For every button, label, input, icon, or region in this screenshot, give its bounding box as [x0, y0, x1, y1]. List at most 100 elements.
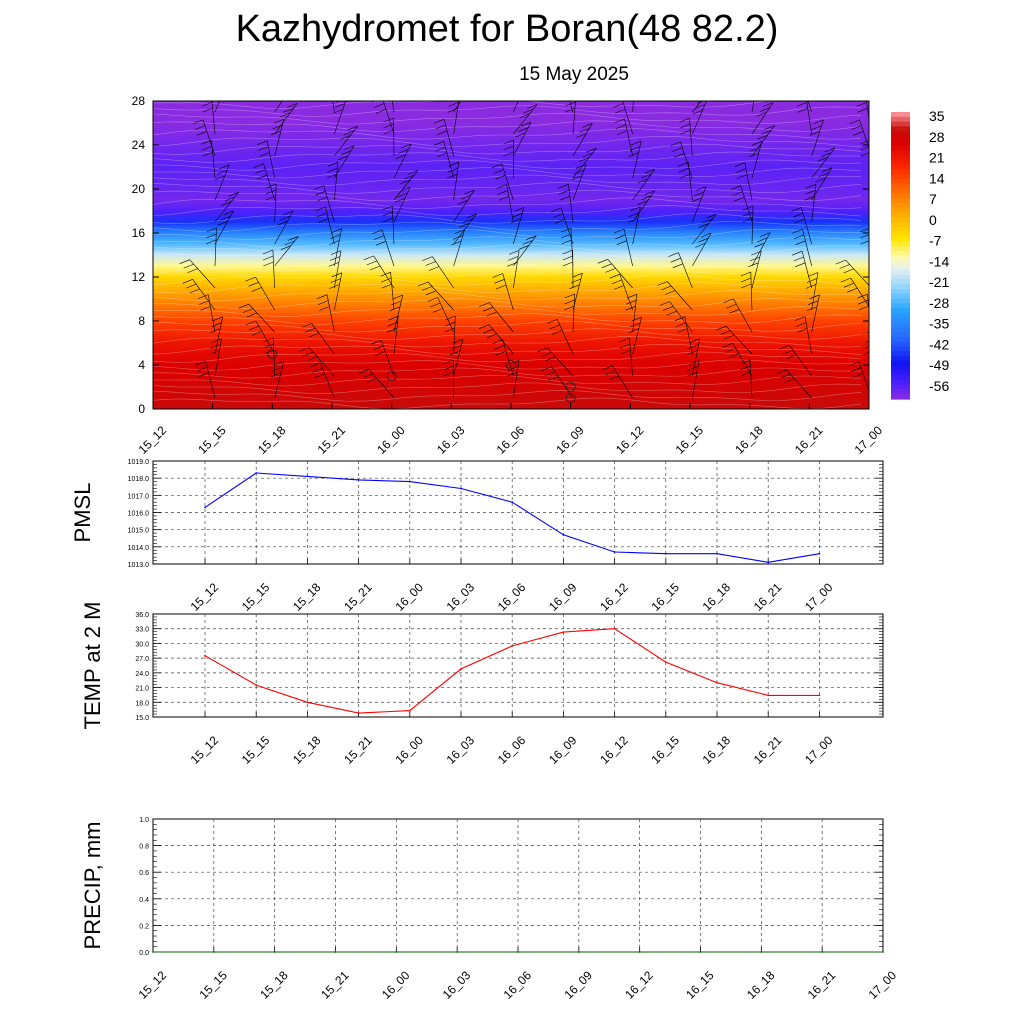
wind-barb-flag — [852, 373, 864, 378]
heatmap-y-tick-label: 24 — [132, 138, 146, 152]
wind-barb-flag — [806, 278, 818, 283]
wind-barb-flag — [680, 129, 691, 135]
wind-barb-flag — [383, 129, 394, 135]
x-tick-label: 16_06 — [495, 580, 529, 614]
wind-barb-flag — [917, 250, 927, 254]
wind-barb-flag — [615, 124, 627, 129]
wind-barb-flag — [206, 233, 217, 239]
wind-barb-flag — [918, 262, 928, 266]
wind-barb — [859, 119, 869, 150]
wind-barb — [334, 101, 347, 135]
wind-barb-flag — [626, 299, 637, 305]
contour-line — [153, 128, 862, 140]
wind-barb — [632, 317, 642, 355]
y-tick-label: 18.0 — [135, 700, 149, 707]
wind-barb-flag — [425, 290, 437, 296]
wind-barb-flag — [691, 197, 702, 203]
x-tick-label: 16_21 — [751, 580, 785, 614]
wind-barb-flag — [340, 150, 352, 155]
wind-barb-flag — [433, 118, 445, 124]
data-point — [664, 552, 667, 555]
wind-barb-flag — [316, 212, 328, 218]
colorbar-swatch — [891, 365, 910, 371]
wind-barb-flag — [256, 174, 268, 180]
wind-barb-flag — [805, 189, 816, 195]
wind-barb-flag — [839, 264, 850, 269]
wind-barb — [871, 338, 876, 376]
wind-barb-flag — [609, 273, 620, 279]
wind-barb — [845, 259, 869, 286]
colorbar-swatch — [891, 394, 910, 400]
wind-barb-flag — [694, 104, 706, 109]
data-point — [517, 951, 519, 953]
wind-barb-flag — [562, 255, 573, 261]
heatmap-x-tick-label: 16_15 — [673, 423, 707, 457]
wind-barb-flag — [764, 125, 775, 130]
wind-barb-flag — [792, 212, 804, 218]
wind-barb-flag — [314, 373, 325, 379]
wind-barb-flag — [397, 192, 408, 198]
wind-barb-flag — [373, 345, 384, 351]
wind-barb-flag — [813, 119, 824, 125]
wind-barb-flag — [757, 134, 768, 140]
wind-barb-flag — [625, 74, 635, 78]
wind-barb — [501, 163, 514, 201]
data-point — [821, 951, 824, 953]
wind-barb-flag — [458, 90, 468, 94]
heatmap-x-tick-label: 15_12 — [136, 423, 170, 457]
y-tick-label: 15.0 — [135, 715, 149, 722]
wind-barb-flag — [870, 317, 880, 321]
y-tick-label: 1013.0 — [128, 562, 150, 569]
colorbar-swatch — [891, 274, 910, 281]
wind-barb-flag — [503, 151, 514, 157]
wind-barb-flag — [630, 206, 641, 212]
colorbar-swatch — [891, 341, 910, 347]
wind-barb-flag — [498, 196, 509, 201]
x-tick-label: 16_09 — [561, 968, 595, 1002]
wind-barb-flag — [911, 163, 921, 167]
wind-barb-flag — [608, 375, 620, 381]
wind-barb-flag — [786, 354, 797, 360]
data-point — [395, 951, 398, 953]
wind-barb-flag — [312, 368, 323, 373]
wind-barb-flag — [493, 169, 504, 174]
wind-barb-flag — [427, 297, 438, 302]
wind-barb-flag — [616, 240, 627, 245]
wind-barb-flag — [809, 294, 820, 300]
wind-barb-flag — [486, 311, 497, 317]
x-tick-label: 16_12 — [622, 968, 656, 1002]
colorbar-swatch — [891, 360, 910, 367]
wind-barb-flag — [791, 250, 803, 256]
data-point — [699, 951, 702, 953]
wind-barb-flag — [878, 210, 888, 214]
wind-barb-flag — [582, 123, 593, 128]
wind-barb-flag — [797, 108, 808, 113]
x-tick-label: 15_18 — [257, 968, 291, 1002]
wind-barb-flag — [202, 96, 212, 100]
colorbar-swatch — [891, 226, 910, 233]
x-tick-label: 15_12 — [188, 580, 222, 614]
wind-barb-flag — [561, 239, 572, 245]
wind-barb-flag — [523, 108, 534, 114]
wind-barb — [488, 324, 514, 355]
wind-barb-flag — [518, 127, 529, 132]
wind-barb — [502, 339, 514, 377]
wind-barb-flag — [209, 350, 220, 355]
wind-barb-flag — [818, 172, 829, 178]
data-point — [460, 487, 462, 490]
wind-barb-flag — [689, 338, 700, 343]
wind-barb-flag — [790, 76, 800, 80]
colorbar-swatch — [891, 250, 910, 257]
wind-barb-flag — [629, 322, 641, 328]
wind-barb-flag — [944, 82, 954, 86]
wind-barb-flag — [605, 370, 616, 376]
wind-barb-flag — [283, 210, 294, 216]
wind-barb-flag — [663, 306, 674, 311]
wind-barb-flag — [754, 242, 765, 248]
wind-barb-flag — [447, 168, 459, 173]
contour-line — [153, 143, 862, 155]
wind-barb-flag — [616, 130, 628, 135]
x-tick-label: 16_03 — [444, 733, 478, 767]
wind-barb-flag — [194, 125, 206, 130]
wind-barb-flag — [611, 279, 622, 285]
